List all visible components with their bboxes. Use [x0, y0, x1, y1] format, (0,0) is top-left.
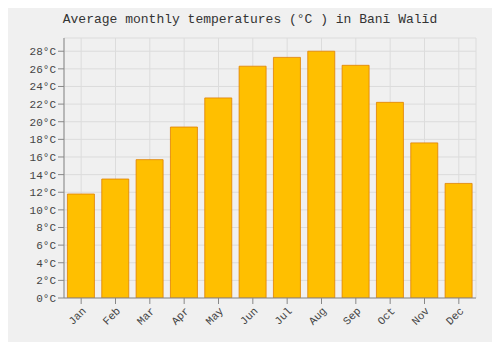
html-text:Average monthly temperatures (: Average monthly temperatures (°C ) in Ba… [62, 12, 438, 27]
svg-text:Aug: Aug [307, 305, 329, 327]
svg-text:Apr: Apr [169, 305, 191, 327]
svg-text:Dec: Dec [444, 305, 466, 327]
svg-text:10°C: 10°C [30, 205, 57, 217]
svg-text:Sep: Sep [341, 305, 363, 327]
svg-text:22°C: 22°C [30, 99, 57, 111]
svg-text:14°C: 14°C [30, 170, 57, 182]
svg-text:Feb: Feb [101, 305, 123, 327]
svg-text:20°C: 20°C [30, 117, 57, 129]
svg-text:28°C: 28°C [30, 46, 57, 58]
svg-text:Oct: Oct [375, 305, 397, 327]
svg-text:6°C: 6°C [36, 240, 56, 252]
svg-text:2°C: 2°C [36, 275, 56, 287]
svg-text:18°C: 18°C [30, 134, 57, 146]
svg-text:Jan: Jan [66, 305, 88, 327]
svg-text:Nov: Nov [410, 305, 433, 328]
svg-text:16°C: 16°C [30, 152, 57, 164]
svg-text:26°C: 26°C [30, 64, 57, 76]
svg-text:Jun: Jun [238, 305, 260, 327]
svg-text:Mar: Mar [135, 305, 157, 327]
svg-text:12°C: 12°C [30, 187, 57, 199]
svg-text:8°C: 8°C [36, 222, 56, 234]
svg-text:4°C: 4°C [36, 258, 56, 270]
svg-text:0°C: 0°C [36, 293, 56, 305]
svg-text:Jul: Jul [272, 305, 294, 327]
svg-text:24°C: 24°C [30, 81, 57, 93]
svg-text:May: May [204, 305, 227, 328]
